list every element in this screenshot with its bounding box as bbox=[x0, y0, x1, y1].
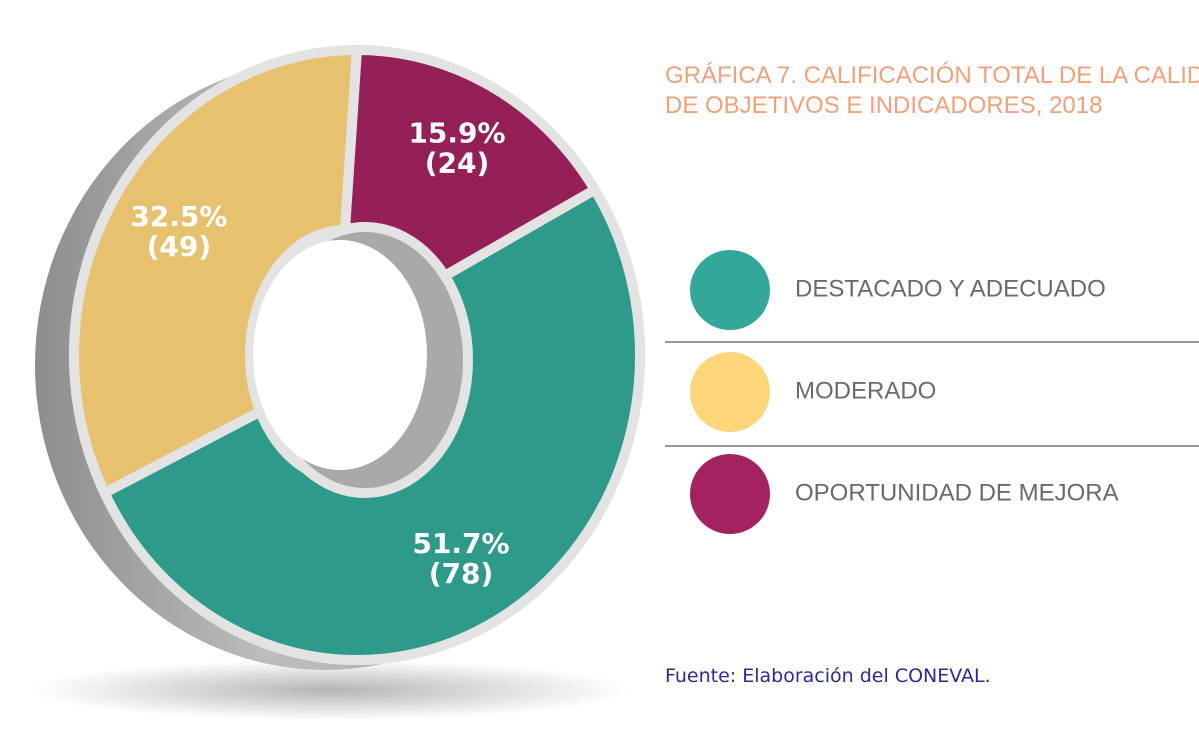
chart-title: GRÁFICA 7. CALIFICACIÓN TOTAL DE LA CALI… bbox=[665, 62, 1199, 89]
source: Fuente: Elaboración del CONEVAL. bbox=[665, 665, 991, 687]
count-label: (78) bbox=[429, 557, 494, 590]
shadow bbox=[30, 660, 630, 720]
legend-swatch bbox=[690, 250, 770, 330]
legend-label: MODERADO bbox=[795, 377, 936, 404]
value-label: 15.9% bbox=[408, 117, 505, 150]
count-label: (49) bbox=[147, 230, 212, 263]
chart-title: DE OBJETIVOS E INDICADORES, 2018 bbox=[665, 92, 1102, 119]
donut-hole bbox=[253, 240, 427, 470]
value-label: 51.7% bbox=[412, 527, 509, 560]
count-label: (24) bbox=[425, 147, 490, 180]
legend-swatch bbox=[690, 454, 770, 534]
legend-label: OPORTUNIDAD DE MEJORA bbox=[795, 479, 1119, 506]
legend-label: DESTACADO Y ADECUADO bbox=[795, 275, 1106, 302]
donut-slice bbox=[69, 45, 362, 498]
legend-swatch bbox=[690, 352, 770, 432]
value-label: 32.5% bbox=[130, 200, 227, 233]
